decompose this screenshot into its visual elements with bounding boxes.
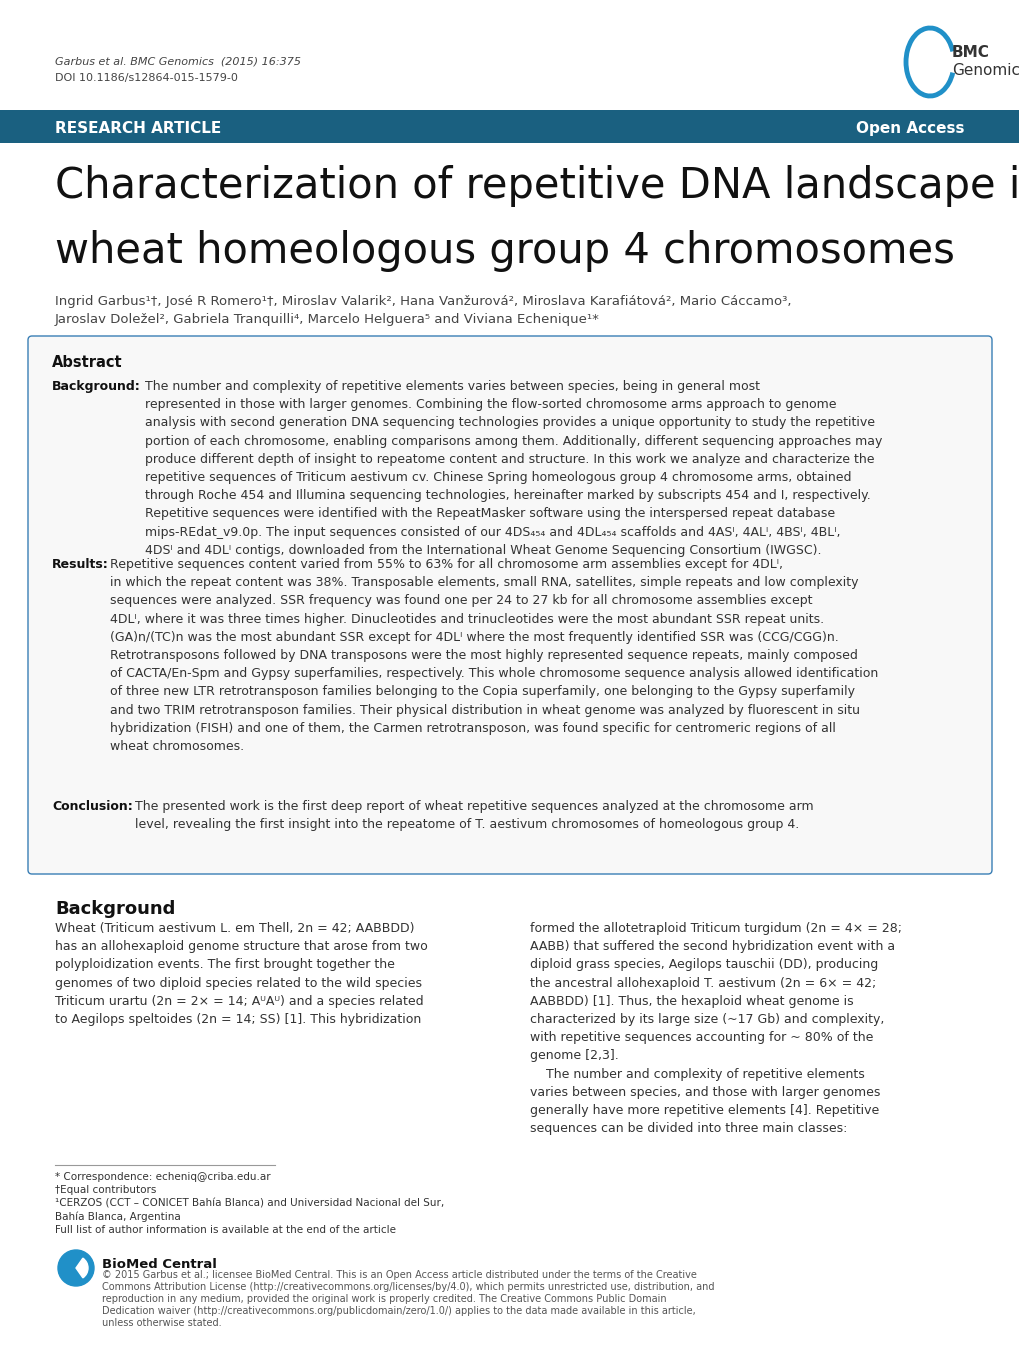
Text: © 2015 Garbus et al.; licensee BioMed Central. This is an Open Access article di: © 2015 Garbus et al.; licensee BioMed Ce… xyxy=(102,1271,696,1280)
Text: Wheat (Triticum aestivum L. em Thell, 2n = 42; AABBDD)
has an allohexaploid geno: Wheat (Triticum aestivum L. em Thell, 2n… xyxy=(55,921,427,1026)
Text: The number and complexity of repetitive elements varies between species, being i: The number and complexity of repetitive … xyxy=(145,381,881,557)
Text: Repetitive sequences content varied from 55% to 63% for all chromosome arm assem: Repetitive sequences content varied from… xyxy=(110,559,877,753)
FancyBboxPatch shape xyxy=(28,336,991,874)
Text: Conclusion:: Conclusion: xyxy=(52,800,132,813)
Text: reproduction in any medium, provided the original work is properly credited. The: reproduction in any medium, provided the… xyxy=(102,1294,666,1305)
Text: DOI 10.1186/s12864-015-1579-0: DOI 10.1186/s12864-015-1579-0 xyxy=(55,73,237,83)
Text: Genomics: Genomics xyxy=(951,63,1019,77)
Text: Dedication waiver (http://creativecommons.org/publicdomain/zero/1.0/) applies to: Dedication waiver (http://creativecommon… xyxy=(102,1306,695,1316)
Text: †Equal contributors: †Equal contributors xyxy=(55,1185,156,1195)
Text: The presented work is the first deep report of wheat repetitive sequences analyz: The presented work is the first deep rep… xyxy=(135,800,813,832)
Text: * Correspondence: echeniq@criba.edu.ar: * Correspondence: echeniq@criba.edu.ar xyxy=(55,1171,270,1182)
Bar xyxy=(0,110,1019,143)
Text: Background:: Background: xyxy=(52,381,141,393)
Text: Open Access: Open Access xyxy=(856,121,964,136)
Text: unless otherwise stated.: unless otherwise stated. xyxy=(102,1318,221,1328)
Text: Garbus et al. BMC Genomics  (2015) 16:375: Garbus et al. BMC Genomics (2015) 16:375 xyxy=(55,57,301,67)
Text: RESEARCH ARTICLE: RESEARCH ARTICLE xyxy=(55,121,221,136)
Text: Commons Attribution License (http://creativecommons.org/licenses/by/4.0), which : Commons Attribution License (http://crea… xyxy=(102,1282,713,1292)
Text: Characterization of repetitive DNA landscape in: Characterization of repetitive DNA lands… xyxy=(55,164,1019,207)
Text: formed the allotetraploid Triticum turgidum (2n = 4× = 28;
AABB) that suffered t: formed the allotetraploid Triticum turgi… xyxy=(530,921,901,1135)
Circle shape xyxy=(58,1250,94,1286)
Text: Full list of author information is available at the end of the article: Full list of author information is avail… xyxy=(55,1224,395,1235)
Text: Background: Background xyxy=(55,900,175,917)
Wedge shape xyxy=(76,1258,88,1277)
Text: ¹CERZOS (CCT – CONICET Bahía Blanca) and Universidad Nacional del Sur,: ¹CERZOS (CCT – CONICET Bahía Blanca) and… xyxy=(55,1199,444,1208)
Text: Abstract: Abstract xyxy=(52,355,122,370)
Text: Ingrid Garbus¹†, José R Romero¹†, Miroslav Valarik², Hana Vanžurová², Miroslava : Ingrid Garbus¹†, José R Romero¹†, Mirosl… xyxy=(55,295,791,308)
Text: Bahía Blanca, Argentina: Bahía Blanca, Argentina xyxy=(55,1211,180,1222)
Text: wheat homeologous group 4 chromosomes: wheat homeologous group 4 chromosomes xyxy=(55,230,954,272)
Text: BMC: BMC xyxy=(951,45,988,60)
Text: Jaroslav Doležel², Gabriela Tranquilli⁴, Marcelo Helguera⁵ and Viviana Echenique: Jaroslav Doležel², Gabriela Tranquilli⁴,… xyxy=(55,313,599,326)
Text: Results:: Results: xyxy=(52,559,109,571)
Text: BioMed Central: BioMed Central xyxy=(102,1258,217,1271)
